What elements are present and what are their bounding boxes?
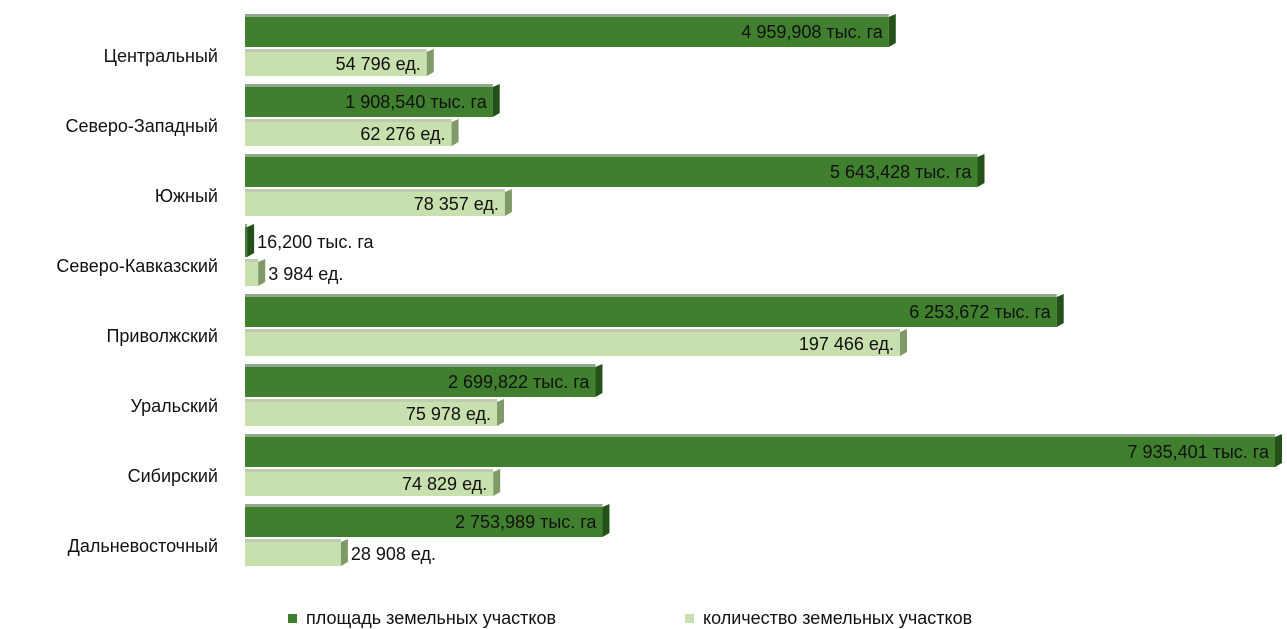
value-label: 78 357 ед. [414,194,499,214]
bar-side [451,119,459,146]
bar-top [245,399,498,402]
bar [245,367,596,397]
bar [245,507,603,537]
bar-top [245,504,603,507]
value-label: 2 699,822 тыс. га [448,372,590,392]
category-label: Северо-Кавказский [56,256,218,276]
bar-side [493,469,501,496]
bar [245,402,498,426]
bar-top [245,539,341,542]
bar-top [245,119,452,122]
category-label: Уральский [130,396,218,416]
bar-side [340,539,348,566]
bar-side [900,329,907,356]
bar-side [888,14,896,47]
category-label: Центральный [104,46,218,66]
value-label: 5 643,428 тыс. га [830,162,972,182]
legend-swatch [288,614,297,623]
bar-side [504,189,512,216]
bar-top [245,329,900,332]
category-label: Сибирский [128,466,218,486]
bar-top [245,154,978,157]
category-label: Приволжский [106,326,218,346]
bar-top [245,469,494,472]
value-label: 7 935,401 тыс. га [1128,442,1270,462]
bar [245,227,248,257]
value-label: 197 466 ед. [799,334,894,354]
bar-side [602,504,610,537]
bar-side [977,154,985,187]
bar-top [245,224,248,227]
value-label: 54 796 ед. [336,54,421,74]
bar [245,192,505,216]
bar-side [426,49,434,76]
bar-side [497,399,505,426]
bar [245,122,452,146]
bar [245,157,978,187]
value-label: 16,200 тыс. га [257,232,374,252]
bar [245,472,494,496]
value-label: 75 978 ед. [406,404,491,424]
bar [245,52,427,76]
legend-label: площадь земельных участков [306,608,556,628]
bar [245,542,341,566]
bar-top [245,49,427,52]
category-label: Южный [155,186,218,206]
bar-top [245,364,596,367]
bar-top [245,294,1057,297]
bar [245,17,889,47]
bar-side [247,224,255,257]
bar [245,262,259,286]
value-label: 6 253,672 тыс. га [909,302,1051,322]
legend-label: количество земельных участков [703,608,972,628]
bar-side [595,364,603,397]
bar [245,437,1275,467]
bar-top [245,189,505,192]
bar-side [1275,434,1282,467]
bar [245,332,900,356]
category-label: Северо-Западный [66,116,218,136]
bar-side [492,84,500,117]
bar-top [245,259,259,262]
legend-swatch [685,614,694,623]
bar-side [1056,294,1064,327]
bar-top [245,434,1275,437]
bar-top [245,14,889,17]
value-label: 3 984 ед. [268,264,343,284]
value-label: 28 908 ед. [351,544,436,564]
bar-side [258,259,266,286]
value-label: 4 959,908 тыс. га [741,22,883,42]
value-label: 1 908,540 тыс. га [345,92,487,112]
value-label: 62 276 ед. [360,124,445,144]
bar-top [245,84,493,87]
category-label: Дальневосточный [68,536,218,556]
bar [245,297,1057,327]
bar [245,87,493,117]
value-label: 2 753,989 тыс. га [455,512,597,532]
value-label: 74 829 ед. [402,474,487,494]
